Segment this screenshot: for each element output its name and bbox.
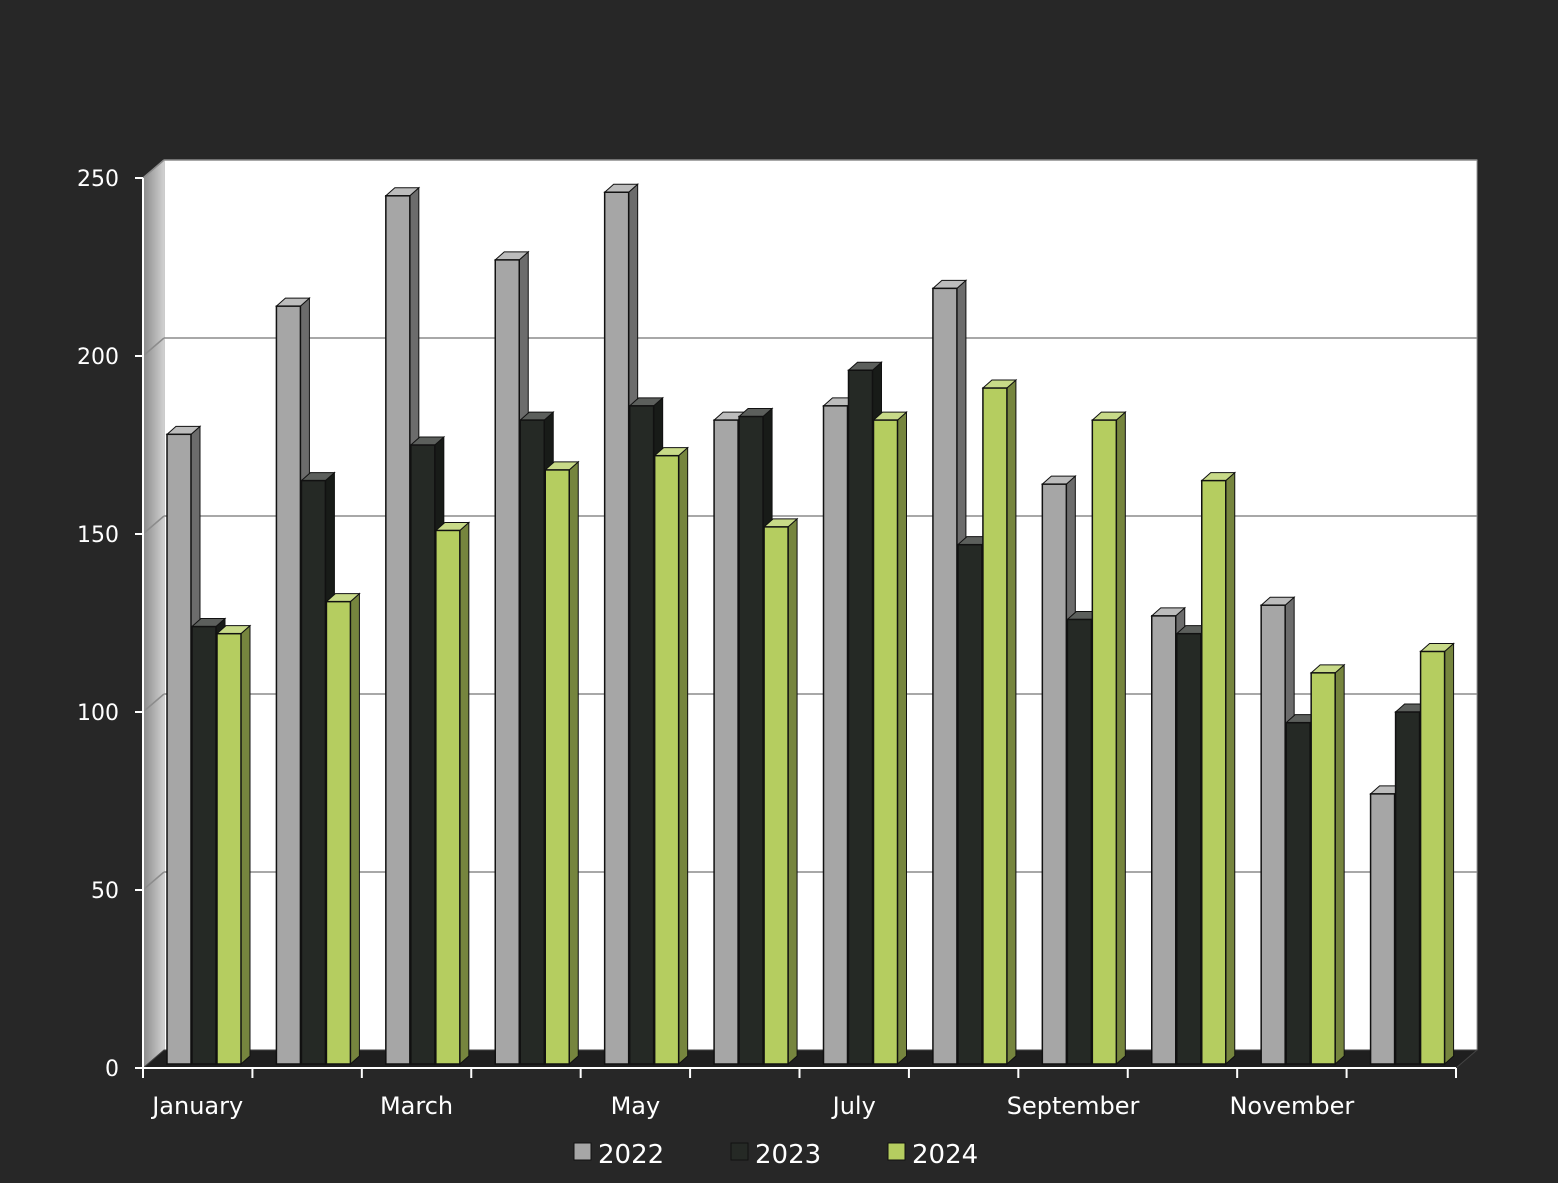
bar-front [1260, 604, 1286, 1065]
bar-front [982, 387, 1008, 1065]
y-axis: 0 50 100 150 200 250 [77, 167, 144, 1082]
bar-front [628, 405, 655, 1065]
bar-side [349, 592, 360, 1066]
bar-side [1334, 663, 1345, 1066]
bar-front [1176, 632, 1202, 1065]
bar-front [1091, 419, 1118, 1065]
legend-item: 2024 [887, 1140, 978, 1170]
bar-front [519, 419, 545, 1065]
legend-swatch [730, 1142, 749, 1161]
bar-front [494, 259, 520, 1065]
bar-side [1444, 642, 1455, 1066]
y-tick-label: 150 [77, 523, 119, 548]
plot-area [141, 159, 1479, 1069]
x-tick-label: March [380, 1092, 453, 1120]
bar-front [1285, 721, 1311, 1065]
bar-front [1151, 615, 1177, 1065]
bar [325, 592, 361, 1066]
bar-front [544, 469, 570, 1065]
bar-side [1006, 378, 1017, 1066]
bar-side [787, 517, 798, 1066]
bar-front [385, 195, 411, 1065]
gridline-side [142, 159, 165, 179]
bar-side [678, 446, 689, 1066]
bar-front [300, 479, 327, 1065]
bar-side [240, 624, 251, 1066]
bar [822, 396, 858, 1066]
bar-front [1394, 711, 1421, 1065]
bar-front [847, 369, 874, 1065]
x-axis: January March May July September November [142, 1067, 1457, 1120]
bar [1200, 471, 1237, 1066]
legend-label: 2024 [912, 1140, 978, 1170]
legend-label: 2023 [755, 1140, 821, 1170]
bar [872, 410, 908, 1066]
gridline-side [142, 337, 165, 357]
bar-front [166, 433, 192, 1065]
bar-front [738, 415, 764, 1065]
bar-front [325, 600, 352, 1065]
bar-front [275, 305, 302, 1065]
x-tick-label: January [150, 1092, 243, 1120]
bar-side [459, 521, 470, 1066]
bar [215, 624, 252, 1066]
gridline-side [142, 871, 165, 891]
legend-item: 2022 [573, 1140, 664, 1170]
y-tick-label: 250 [77, 167, 119, 192]
bar-front [822, 405, 849, 1065]
y-tick-label: 200 [77, 345, 119, 370]
bar-front [763, 526, 789, 1065]
back-wall [163, 159, 1478, 1051]
bar-front [653, 454, 680, 1065]
bar [1309, 663, 1346, 1066]
x-tick-label: September [1007, 1092, 1140, 1120]
legend-label: 2022 [598, 1140, 664, 1170]
bar-front [435, 529, 461, 1065]
bar [981, 378, 1018, 1066]
y-tick-label: 100 [77, 701, 119, 726]
bar [434, 521, 471, 1066]
bar-front [1310, 672, 1336, 1065]
bar-front [932, 287, 958, 1065]
legend-swatch [887, 1142, 906, 1161]
bar [653, 446, 689, 1066]
bar-side [897, 410, 907, 1066]
legend: 2022 2023 2024 [573, 1140, 978, 1170]
legend-item: 2023 [730, 1140, 821, 1170]
bar-front [872, 419, 899, 1065]
bar-front [1041, 483, 1068, 1065]
bar [1419, 642, 1455, 1066]
bar-side [568, 460, 579, 1066]
x-tick-label: November [1229, 1092, 1354, 1120]
side-wall [143, 160, 164, 1068]
x-tick-label: May [611, 1092, 661, 1120]
bar [543, 460, 580, 1066]
bar-front [1201, 479, 1227, 1065]
legend-swatch [573, 1142, 592, 1161]
bar-front [603, 191, 630, 1065]
bar-front [410, 444, 436, 1065]
bar-front [1066, 618, 1093, 1065]
y-tick-label: 0 [105, 1057, 119, 1082]
bar-front [957, 543, 983, 1065]
y-tick-label: 50 [91, 879, 119, 904]
bar [1091, 410, 1127, 1066]
bar-side [1115, 410, 1126, 1066]
gridlines [142, 159, 1477, 891]
x-tick-label: July [831, 1092, 876, 1120]
bar-side [1225, 471, 1236, 1066]
bar-front [216, 632, 242, 1065]
bar-front [1369, 793, 1396, 1065]
bar-front [713, 419, 739, 1065]
bar [762, 517, 799, 1066]
bar-front [191, 625, 217, 1065]
gridline-side [142, 693, 165, 713]
bars-group [165, 183, 1455, 1066]
gridline-side [142, 515, 165, 535]
bar-front [1419, 650, 1446, 1065]
